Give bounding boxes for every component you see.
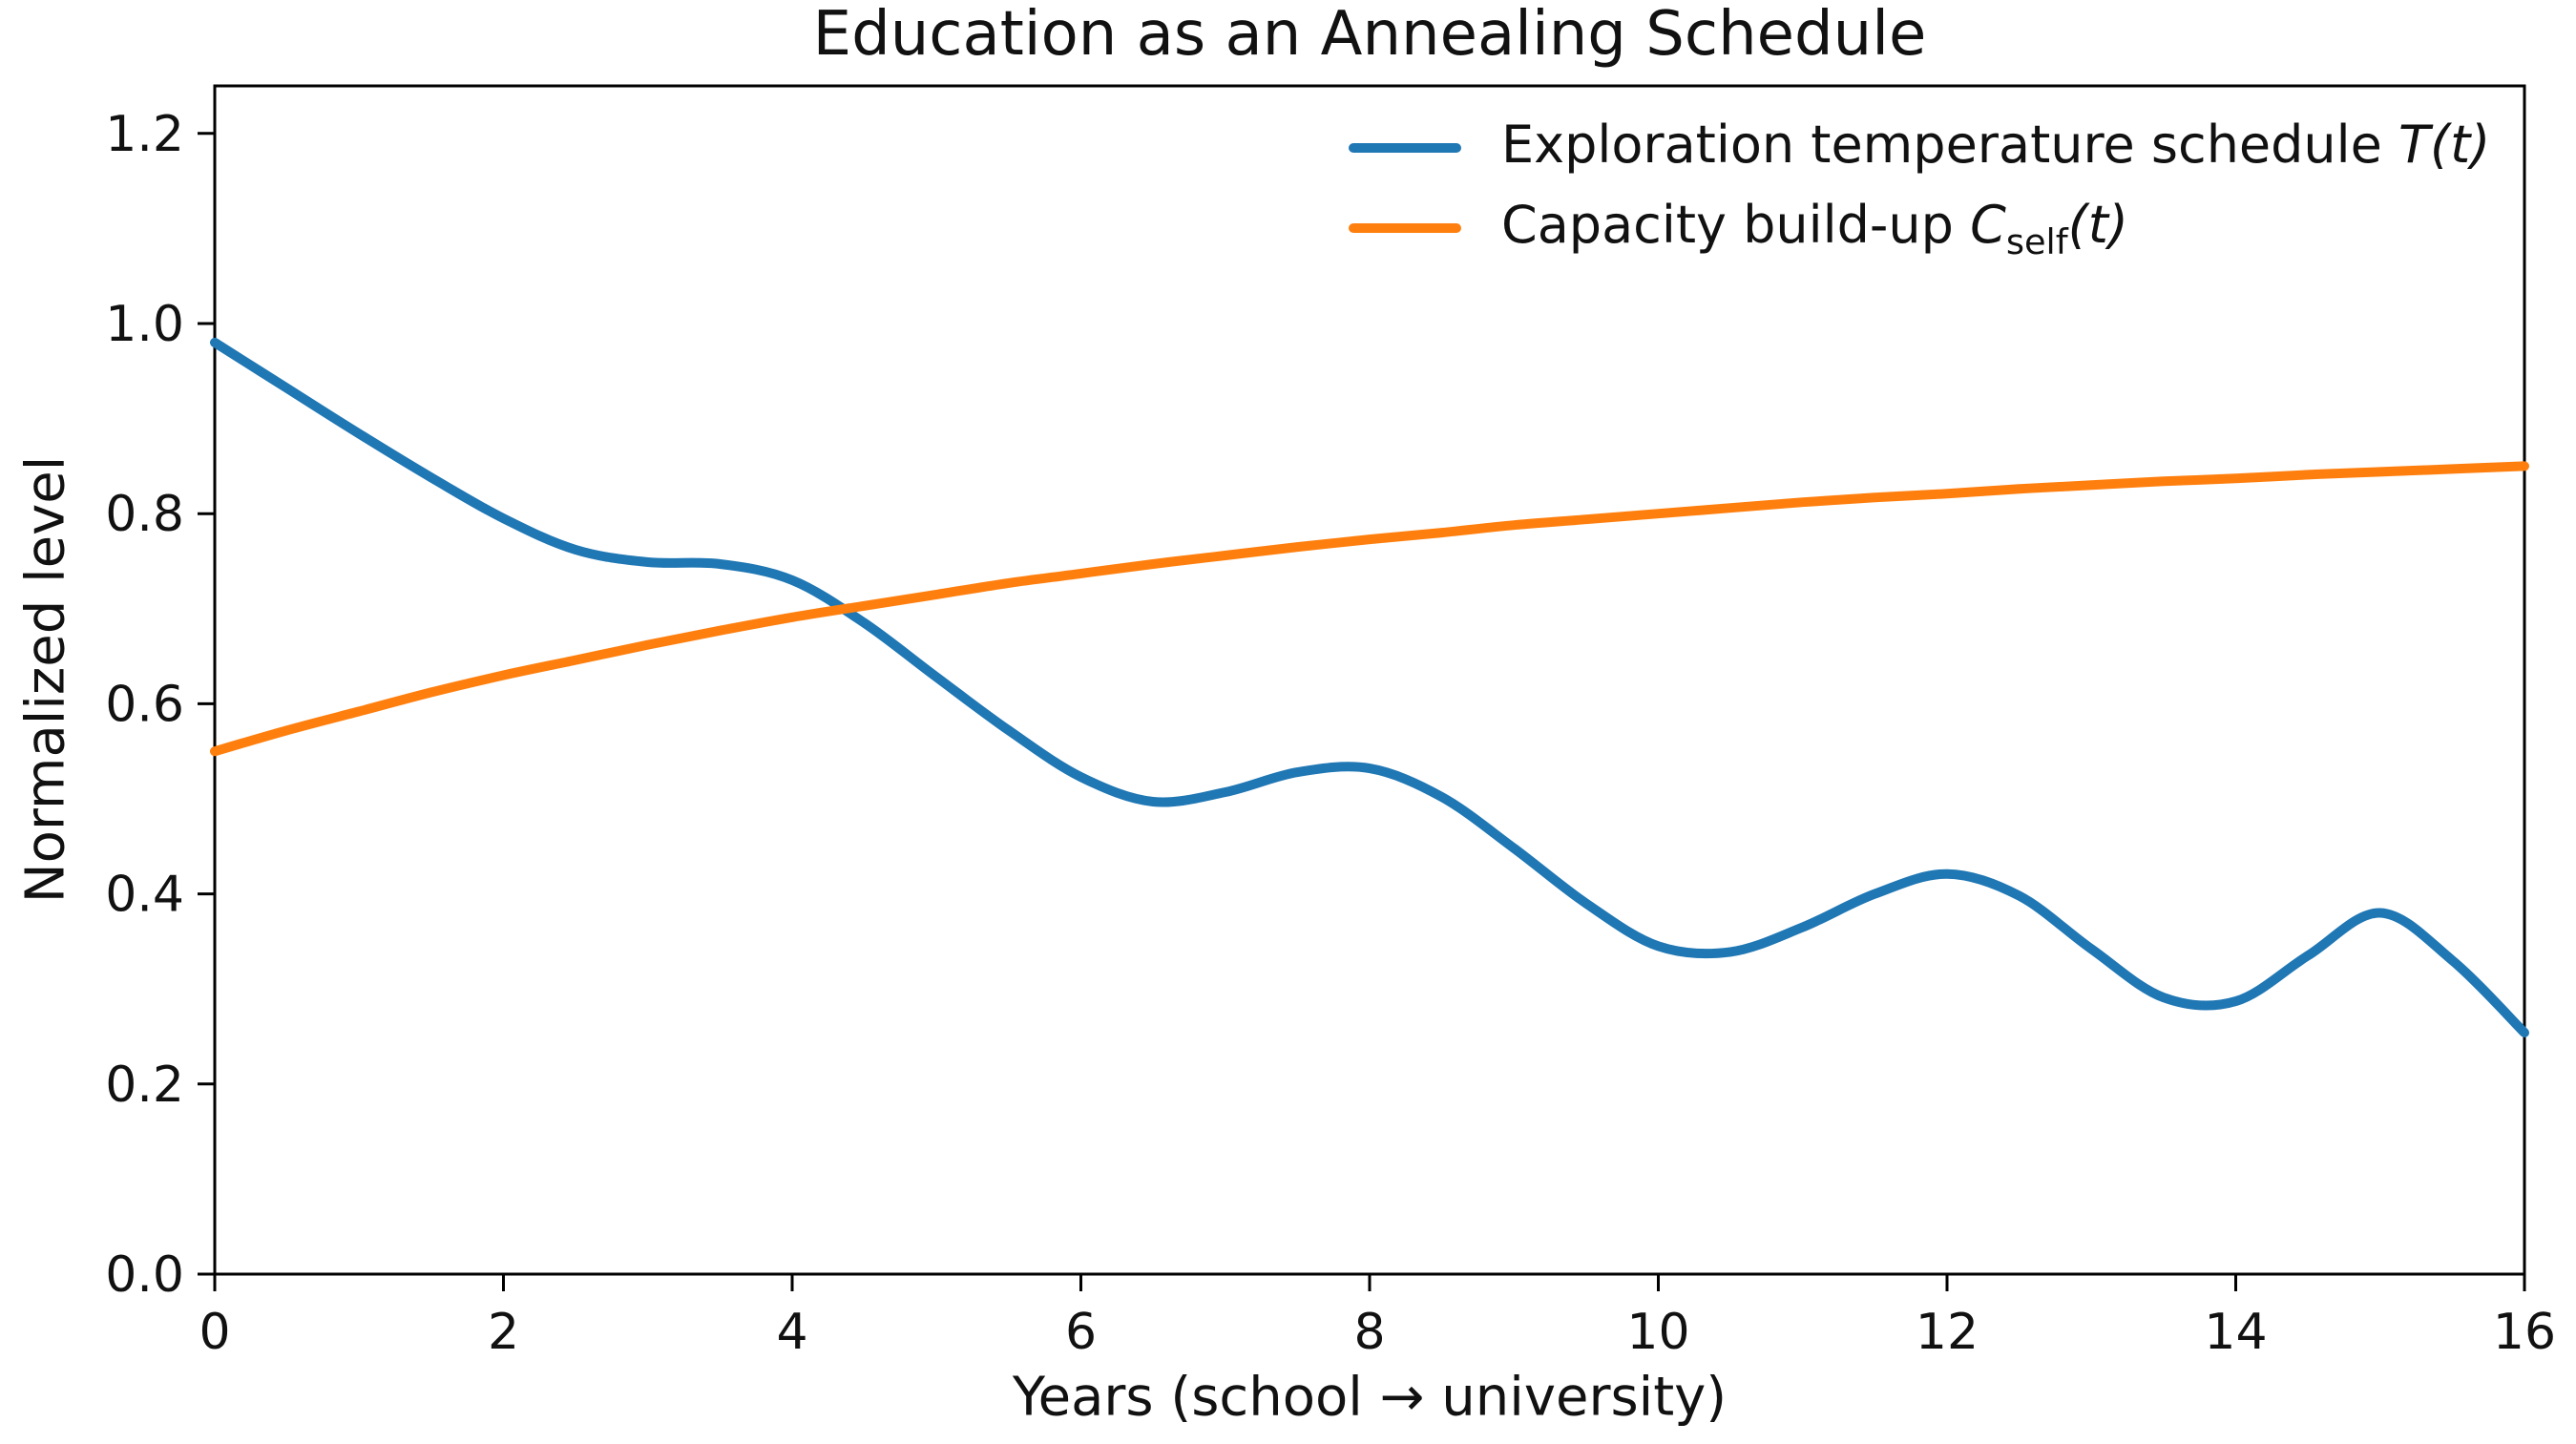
x-axis-ticks: 0 2 4 6 8 10 12 14 16 [199, 1274, 2556, 1361]
legend-label-text: Exploration temperature schedule [1501, 114, 2399, 175]
y-tick-label: 1.2 [105, 106, 184, 163]
y-tick-label: 0.2 [105, 1057, 184, 1114]
x-tick-label: 2 [488, 1304, 519, 1361]
y-tick-label: 0.4 [105, 867, 184, 924]
y-axis-ticks: 0.0 0.2 0.4 0.6 0.8 1.0 1.2 [105, 106, 215, 1304]
legend-math-symbol: C [1970, 194, 2006, 255]
x-tick-label: 6 [1065, 1304, 1097, 1361]
legend-line-sample-capacity [1349, 223, 1461, 233]
y-tick-label: 0.0 [105, 1246, 184, 1304]
legend-label-temperature: Exploration temperature schedule T(t) [1501, 115, 2490, 182]
x-tick-label: 4 [776, 1304, 807, 1361]
x-tick-label: 0 [199, 1304, 230, 1361]
y-tick-label: 0.6 [105, 676, 184, 733]
x-tick-label: 16 [2493, 1304, 2556, 1361]
legend-item-temperature: Exploration temperature schedule T(t) [1349, 115, 2490, 178]
legend: Exploration temperature schedule T(t) Ca… [1349, 115, 2490, 262]
legend-math-subscript: self [2005, 220, 2068, 262]
exploration-temperature-schedule-curve [210, 337, 2529, 1037]
x-tick-label: 8 [1353, 1304, 1385, 1361]
x-axis-label: Years (school → university) [1012, 1366, 1728, 1429]
legend-item-capacity: Capacity build-up Cself(t) [1349, 195, 2490, 262]
capacity-build-up-curve [210, 461, 2529, 757]
axes-box [213, 84, 2526, 1276]
legend-math-suffix: (t) [2067, 194, 2128, 255]
legend-label-text: Capacity build-up [1501, 194, 1971, 255]
x-tick-label: 10 [1626, 1304, 1689, 1361]
legend-math-symbol: T [2398, 114, 2431, 175]
y-tick-label: 1.0 [105, 296, 184, 353]
curves [210, 337, 2529, 1037]
axes-spines [213, 84, 2526, 1276]
x-tick-label: 12 [1916, 1304, 1979, 1361]
legend-label-capacity: Capacity build-up Cself(t) [1501, 195, 2128, 262]
x-tick-label: 14 [2204, 1304, 2267, 1361]
chart-title: Education as an Annealing Schedule [812, 0, 1927, 70]
legend-line-sample-temperature [1349, 143, 1461, 153]
y-axis-label: Normalized level [14, 455, 77, 904]
legend-math-suffix: (t) [2430, 114, 2491, 175]
y-tick-label: 0.8 [105, 486, 184, 543]
